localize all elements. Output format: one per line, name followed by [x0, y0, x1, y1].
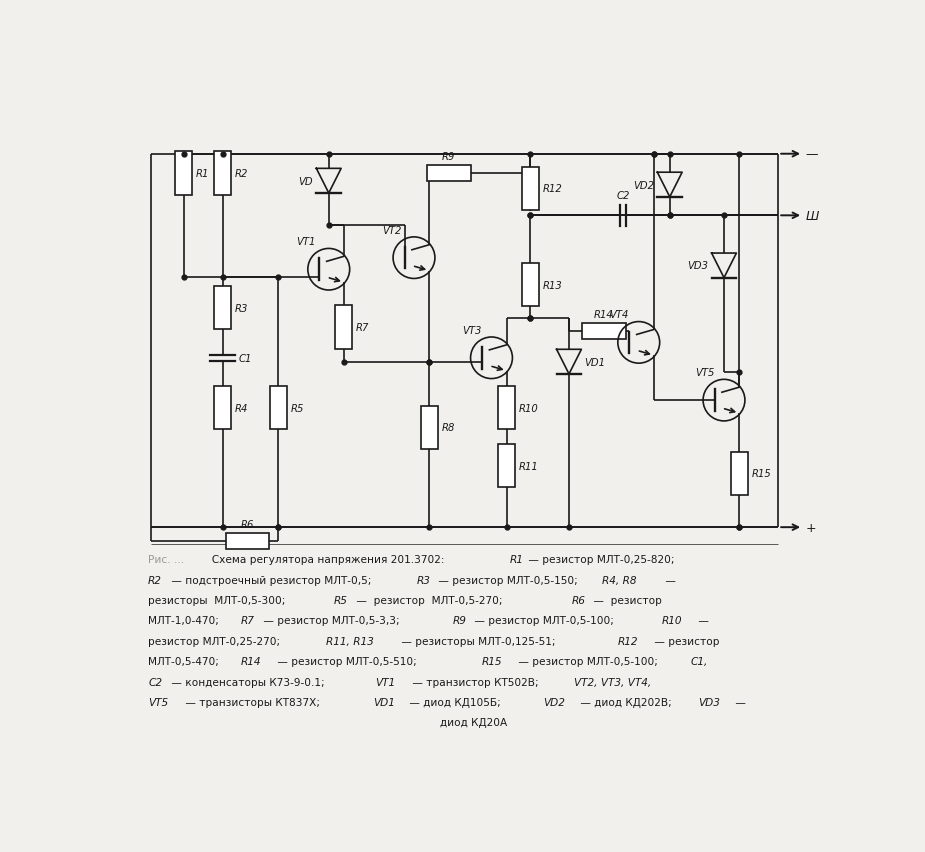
Bar	[176, 153, 192, 195]
Text: —  резистор: — резистор	[590, 596, 661, 605]
Text: — конденсаторы К73-9-0.1;: — конденсаторы К73-9-0.1;	[168, 676, 328, 687]
Text: Рис. ...: Рис. ...	[148, 555, 184, 565]
Bar	[214, 287, 231, 330]
Text: R3: R3	[416, 575, 430, 584]
Text: VT2, VT3, VT4,: VT2, VT3, VT4,	[574, 676, 652, 687]
Text: VD: VD	[299, 176, 314, 187]
Text: — резистор МЛТ-0,5-100;: — резистор МЛТ-0,5-100;	[514, 656, 661, 666]
Text: VT3: VT3	[462, 325, 482, 336]
Bar	[582, 324, 625, 339]
Text: R2: R2	[235, 169, 248, 179]
Bar	[214, 153, 231, 195]
Text: — диод КД105Б;: — диод КД105Б;	[406, 697, 504, 707]
Text: R2: R2	[148, 575, 162, 584]
Text: +: +	[806, 521, 816, 534]
Text: R8: R8	[441, 423, 455, 433]
Text: VD1: VD1	[373, 697, 395, 707]
Text: R15: R15	[751, 469, 771, 479]
Text: R7: R7	[241, 616, 255, 625]
Text: —: —	[662, 575, 676, 584]
Text: R14: R14	[241, 656, 262, 666]
Text: R4, R8: R4, R8	[602, 575, 636, 584]
Text: R14: R14	[594, 309, 614, 320]
Text: R11: R11	[519, 461, 538, 471]
Text: — резистор МЛТ-0,5-510;: — резистор МЛТ-0,5-510;	[275, 656, 421, 666]
Bar	[522, 264, 538, 307]
Text: VT5: VT5	[148, 697, 168, 707]
Text: R1: R1	[196, 169, 210, 179]
Text: R4: R4	[235, 403, 248, 413]
Text: —: —	[696, 616, 709, 625]
Text: R9: R9	[452, 616, 466, 625]
Text: R7: R7	[356, 323, 370, 332]
Text: VD3: VD3	[698, 697, 721, 707]
Text: R12: R12	[618, 636, 638, 646]
Text: R10: R10	[519, 403, 538, 413]
Text: — резистор МЛТ-0,25-820;: — резистор МЛТ-0,25-820;	[524, 555, 674, 565]
Text: R1: R1	[510, 555, 524, 565]
Bar	[214, 387, 231, 430]
Text: R6: R6	[240, 519, 254, 529]
Text: МЛТ-0,5-470;: МЛТ-0,5-470;	[148, 656, 222, 666]
Text: — резисторы МЛТ-0,125-51;: — резисторы МЛТ-0,125-51;	[399, 636, 560, 646]
Text: VT4: VT4	[610, 310, 629, 320]
Text: — подстроечный резистор МЛТ-0,5;: — подстроечный резистор МЛТ-0,5;	[168, 575, 375, 584]
Text: —: —	[806, 148, 818, 161]
Text: VD2: VD2	[543, 697, 565, 707]
Text: — транзистор КТ502В;: — транзистор КТ502В;	[409, 676, 541, 687]
Text: VD3: VD3	[687, 261, 709, 271]
Text: C2: C2	[617, 191, 630, 201]
Text: R11, R13: R11, R13	[327, 636, 375, 646]
Text: VD1: VD1	[585, 357, 606, 367]
Text: R5: R5	[290, 403, 304, 413]
Text: Схема регулятора напряжения 201.3702:: Схема регулятора напряжения 201.3702:	[204, 555, 448, 565]
Text: R15: R15	[481, 656, 502, 666]
Text: — транзисторы КТ837Х;: — транзисторы КТ837Х;	[181, 697, 323, 707]
Text: — резистор МЛТ-0,5-3,3;: — резистор МЛТ-0,5-3,3;	[260, 616, 402, 625]
Text: C1,: C1,	[691, 656, 708, 666]
Text: VT1: VT1	[296, 237, 315, 247]
Text: — резистор: — резистор	[651, 636, 720, 646]
Text: резисторы  МЛТ-0,5-300;: резисторы МЛТ-0,5-300;	[148, 596, 289, 605]
Text: VT2: VT2	[383, 225, 402, 235]
Text: R13: R13	[543, 280, 562, 291]
Text: VT5: VT5	[695, 367, 714, 377]
Text: диод КД20А: диод КД20А	[440, 717, 508, 728]
Bar	[335, 306, 352, 349]
Text: VD2: VD2	[634, 181, 654, 190]
Bar	[270, 387, 287, 430]
Text: VT1: VT1	[376, 676, 395, 687]
Bar	[498, 445, 515, 487]
Bar	[427, 166, 471, 181]
Bar	[498, 387, 515, 430]
Text: резистор МЛТ-0,25-270;: резистор МЛТ-0,25-270;	[148, 636, 284, 646]
Text: C1: C1	[239, 354, 253, 363]
Text: — резистор МЛТ-0,5-100;: — резистор МЛТ-0,5-100;	[472, 616, 618, 625]
Text: — резистор МЛТ-0,5-150;: — резистор МЛТ-0,5-150;	[435, 575, 581, 584]
Bar	[522, 168, 538, 210]
Text: — диод КД202В;: — диод КД202В;	[577, 697, 675, 707]
Text: R6: R6	[572, 596, 586, 605]
Bar	[226, 533, 269, 549]
Text: R3: R3	[235, 303, 248, 314]
Text: R12: R12	[543, 184, 562, 194]
Text: —: —	[732, 697, 746, 707]
Text: R5: R5	[334, 596, 348, 605]
Bar	[421, 406, 438, 449]
Bar	[731, 452, 747, 495]
Text: МЛТ-1,0-470;: МЛТ-1,0-470;	[148, 616, 222, 625]
Text: Ш: Ш	[806, 210, 819, 222]
Text: R10: R10	[662, 616, 683, 625]
Text: C2: C2	[148, 676, 162, 687]
Text: —  резистор  МЛТ-0,5-270;: — резистор МЛТ-0,5-270;	[352, 596, 506, 605]
Text: R9: R9	[442, 152, 455, 162]
